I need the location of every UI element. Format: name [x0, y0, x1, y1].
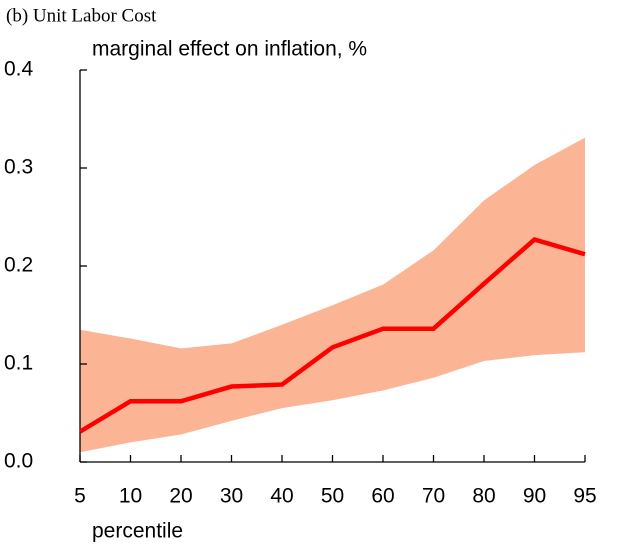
y-tick-label: 0.3: [4, 156, 33, 179]
x-tick-label: 95: [573, 485, 596, 508]
y-tick-label: 0.0: [4, 450, 33, 473]
confidence-band: [80, 137, 585, 453]
x-tick-label: 20: [169, 485, 192, 508]
y-tick-label: 0.1: [4, 352, 33, 375]
x-tick-label: 50: [321, 485, 344, 508]
x-tick-label: 60: [371, 485, 394, 508]
x-tick-label: 5: [74, 485, 86, 508]
chart-title: (b) Unit Labor Cost: [6, 5, 157, 26]
x-tick-label: 90: [523, 485, 546, 508]
y-tick-label: 0.2: [4, 254, 33, 277]
x-axis-label: percentile: [92, 520, 183, 543]
x-tick-label: 70: [422, 485, 445, 508]
x-tick-label: 80: [472, 485, 495, 508]
y-axis-label: marginal effect on inflation, %: [92, 38, 367, 61]
x-tick-label: 10: [119, 485, 142, 508]
line-series: [78, 237, 586, 434]
x-tick-label: 30: [220, 485, 243, 508]
y-tick-label: 0.4: [4, 58, 34, 81]
x-tick-label: 40: [270, 485, 293, 508]
